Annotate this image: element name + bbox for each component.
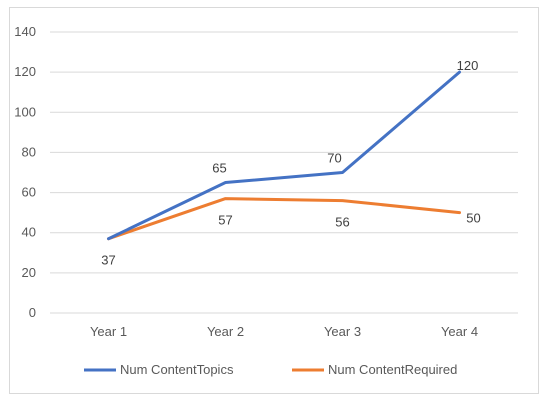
y-tick-label: 0 [29,305,36,320]
x-tick-label: Year 4 [441,324,478,339]
data-label: 37 [101,253,115,268]
series-line-2 [107,197,461,241]
y-tick-label: 20 [22,265,36,280]
y-tick-label: 80 [22,144,36,159]
legend-label: Num ContentTopics [120,362,234,377]
y-tick-label: 100 [14,104,36,119]
data-label: 120 [457,58,479,73]
data-label: 57 [218,213,232,228]
y-tick-label: 120 [14,64,36,79]
y-tick-label: 140 [14,24,36,39]
x-tick-label: Year 1 [90,324,127,339]
data-label: 56 [335,215,349,230]
legend-label: Num ContentRequired [328,362,457,377]
series-line-1 [107,70,461,241]
x-tick-label: Year 3 [324,324,361,339]
y-tick-label: 40 [22,225,36,240]
x-tick-label: Year 2 [207,324,244,339]
data-label: 70 [327,151,341,166]
y-tick-label: 60 [22,185,36,200]
data-label: 65 [212,161,226,176]
data-label: 50 [466,211,480,226]
